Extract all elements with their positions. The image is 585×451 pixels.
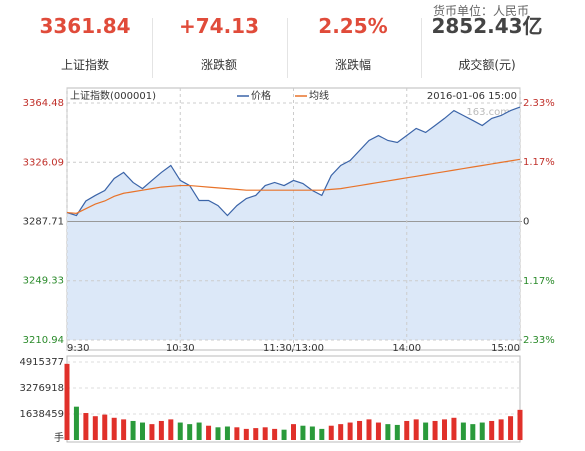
separator	[152, 18, 153, 78]
y-tick-label: 3210.94	[23, 335, 64, 346]
volume-bar	[168, 419, 174, 440]
x-tick-label: 9:30	[67, 343, 89, 354]
volume-bar	[404, 420, 410, 440]
volume-bar	[243, 428, 249, 440]
volume-bar	[140, 422, 145, 440]
volume-bar	[489, 420, 495, 440]
volume-bar	[92, 416, 98, 440]
volume-bar	[234, 427, 240, 440]
volume-bar	[451, 417, 457, 440]
timestamp: 2016-01-06 15:00	[427, 91, 517, 102]
currency-note: 货币单位：人民币	[433, 4, 530, 18]
stat-label: 涨跌额	[200, 58, 237, 72]
y-tick-label: 3249.33	[23, 276, 64, 287]
volume-bar	[196, 422, 202, 440]
volume-bar	[111, 417, 117, 440]
separator	[287, 18, 288, 78]
volume-bar	[366, 419, 372, 440]
y-tick-label: 3287.71	[23, 217, 64, 228]
stat: 2.25% 涨跌幅	[288, 8, 418, 73]
volume-bar	[272, 428, 278, 440]
y2-tick-label: 2.33%	[523, 335, 555, 346]
stat-value: 2.25%	[318, 14, 388, 38]
stat-value: 2852.43亿	[431, 14, 543, 38]
volume-bar	[130, 420, 136, 440]
volume-bar	[64, 363, 70, 440]
stat-value: +74.13	[178, 14, 260, 38]
chart-title: 上证指数(000001)	[70, 89, 156, 102]
y-tick-label: 3276918	[19, 383, 64, 394]
volume-bar	[187, 424, 193, 440]
stat-value: 3361.84	[39, 14, 131, 38]
y-tick-label: 4915377	[19, 357, 64, 368]
volume-bar	[517, 409, 523, 440]
volume-bar	[158, 420, 164, 440]
y2-tick-label: 0	[523, 217, 529, 228]
volume-bar	[149, 424, 155, 440]
volume-bar	[442, 419, 447, 440]
volume-bar	[319, 428, 325, 440]
stat: +74.13 涨跌额	[154, 8, 284, 73]
volume-bar	[73, 406, 79, 440]
volume-bar	[338, 424, 344, 440]
volume-bar	[347, 422, 353, 440]
volume-bar	[385, 424, 391, 440]
volume-bar	[508, 416, 514, 440]
volume-bar	[177, 422, 183, 440]
volume-bar	[479, 422, 485, 440]
unit-label: 手	[54, 431, 64, 444]
volume-bar	[206, 425, 212, 440]
y2-tick-label: 2.33%	[523, 98, 555, 109]
volume-bar	[253, 428, 259, 440]
y2-tick-label: 1.17%	[523, 276, 555, 287]
volume-bar	[224, 426, 230, 440]
volume-bar	[300, 425, 306, 440]
volume-bar	[394, 424, 400, 440]
volume-bar	[291, 424, 296, 440]
legend-label: 均线	[309, 89, 329, 102]
volume-bar	[83, 413, 89, 440]
volume-bar	[328, 425, 334, 440]
volume-bar	[432, 420, 438, 440]
volume-bar	[262, 427, 268, 440]
x-tick-label: 15:00	[491, 343, 520, 354]
stat: 3361.84 上证指数	[20, 8, 150, 73]
volume-bar	[423, 422, 429, 440]
y2-tick-label: 1.17%	[523, 157, 555, 168]
legend-label: 价格	[251, 89, 271, 102]
series-line	[66, 158, 521, 214]
stat: 2852.43亿成交额(元)	[422, 8, 552, 73]
volume-bar	[460, 422, 466, 440]
volume-bar	[357, 420, 363, 440]
volume-bar	[215, 427, 221, 440]
volume-bar	[470, 424, 476, 440]
stat-label: 涨跌幅	[334, 58, 371, 72]
stat-label: 上证指数	[60, 58, 109, 72]
separator	[421, 18, 422, 78]
volume-bar	[121, 419, 127, 440]
volume-bar	[309, 426, 315, 440]
watermark: 163.com	[466, 107, 510, 118]
y-tick-label: 3326.09	[23, 157, 64, 168]
series-line	[66, 106, 521, 217]
volume-bar	[375, 422, 381, 440]
volume-bar	[413, 419, 419, 440]
volume-bar	[498, 419, 504, 440]
stat-label: 成交额(元)	[458, 58, 516, 72]
y-tick-label: 1638459	[19, 409, 64, 420]
volume-bar	[281, 429, 287, 440]
volume-bar	[102, 414, 108, 440]
y-tick-label: 3364.48	[23, 98, 64, 109]
